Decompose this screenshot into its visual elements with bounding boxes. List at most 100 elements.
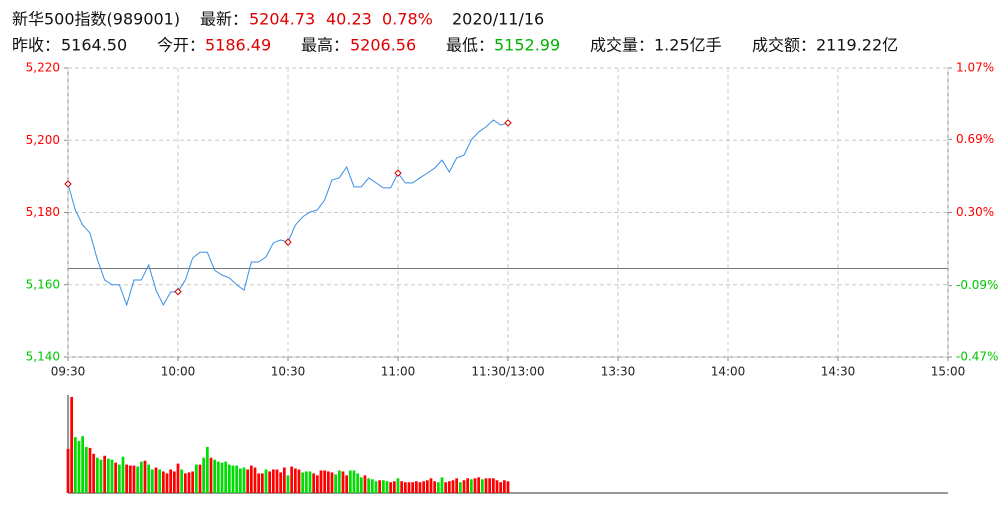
volume-bar	[172, 471, 176, 493]
volume-bar	[257, 473, 261, 493]
volume-bar	[183, 473, 187, 493]
volume-bar	[293, 468, 297, 493]
volume-bar	[73, 437, 77, 493]
marker	[394, 169, 402, 177]
volume-bar	[304, 471, 308, 493]
y-tick-label: 5,140	[26, 350, 60, 364]
volume-bar	[136, 466, 140, 493]
volume-bar	[374, 481, 378, 493]
volume-bar	[495, 480, 499, 493]
volume-bar	[117, 464, 121, 493]
volume-bar	[235, 465, 239, 493]
x-tick-label: 09:30	[51, 365, 86, 379]
volume-bar	[491, 478, 495, 493]
volume-bar	[363, 475, 367, 493]
label: 最新：	[200, 10, 248, 29]
amount: 2119.22亿	[816, 36, 898, 55]
volume-bar	[158, 469, 162, 493]
change-pct: 0.78%	[382, 10, 433, 29]
volume-bar	[139, 461, 143, 493]
y-tick-label: 5,180	[26, 205, 60, 219]
volume-bar	[132, 465, 136, 493]
volume-bar	[337, 470, 341, 493]
volume-bar	[165, 473, 169, 493]
volume-bar	[480, 479, 484, 493]
volume-bar	[279, 472, 283, 493]
volume-bar	[326, 471, 330, 493]
y2-tick-label: 0.69%	[956, 132, 994, 146]
volume-bar	[268, 471, 272, 493]
latest: 5204.73	[249, 10, 315, 29]
volume-bar	[367, 478, 371, 493]
volume-bar	[198, 464, 202, 493]
volume-bar	[224, 461, 228, 493]
x-tick-label: 10:30	[271, 365, 306, 379]
y-tick-label: 5,200	[26, 133, 60, 147]
volume-bar	[466, 478, 470, 493]
volume-bar	[334, 474, 338, 493]
volume-bar	[143, 460, 147, 493]
volume-bar	[114, 462, 118, 493]
y2-tick-label: 0.30%	[956, 205, 994, 219]
change: 40.23	[326, 10, 372, 29]
volume-bar	[231, 465, 235, 493]
volume-bar	[484, 478, 488, 493]
volume-bar	[176, 463, 180, 493]
volume-bar	[161, 471, 165, 493]
volume-bar	[297, 469, 301, 493]
index-name: 新华500指数(989001)	[12, 10, 180, 29]
volume-bar	[301, 472, 305, 493]
volume-bar	[462, 480, 466, 493]
volume-bar	[81, 436, 85, 493]
volume-bar	[473, 478, 477, 493]
volume-bar	[411, 482, 415, 493]
marker	[504, 119, 512, 127]
volume-bar	[396, 478, 400, 493]
x-tick-label: 15:00	[931, 365, 966, 379]
volume-bar	[264, 469, 268, 493]
volume-bar	[488, 478, 492, 493]
high: 5206.56	[350, 36, 416, 55]
volume-bar	[469, 479, 473, 493]
volume-bar	[125, 464, 129, 493]
volume-bar	[308, 471, 312, 493]
volume-bar	[286, 475, 290, 493]
volume-bar	[271, 469, 275, 493]
volume-bar	[275, 469, 279, 493]
header: 新华500指数(989001) 最新： 5204.73 40.23 0.78% …	[12, 10, 898, 55]
volume-bar	[319, 470, 323, 493]
volume-bar	[356, 473, 360, 493]
volume-bar	[103, 455, 107, 493]
volume-bar	[315, 475, 319, 493]
volume-bar	[378, 480, 382, 493]
volume-bar	[282, 467, 286, 493]
volume-bar	[348, 470, 352, 493]
y-tick-label: 5,220	[26, 61, 60, 75]
volume-bar	[330, 472, 334, 493]
volume-bar	[209, 457, 213, 493]
volume-bar	[455, 478, 459, 493]
volume-bar	[187, 472, 191, 493]
volume-bar	[323, 470, 327, 493]
volume-bar	[312, 473, 316, 493]
y2-tick-label: -0.09%	[956, 278, 998, 292]
x-tick-label: 11:00	[381, 365, 416, 379]
volume-bar	[352, 470, 356, 493]
volume-bar	[106, 458, 110, 493]
volume-bar	[506, 481, 510, 493]
volume-bar	[359, 477, 363, 493]
volume-bar	[246, 469, 250, 493]
volume-bar	[345, 475, 349, 493]
volume-bar	[249, 465, 253, 493]
volume-bar	[147, 464, 151, 493]
prev-close: 5164.50	[61, 36, 127, 55]
volume-bar	[84, 446, 88, 493]
label: 今开：	[157, 36, 205, 55]
volume-bar	[220, 462, 224, 493]
volume-bar	[95, 457, 99, 493]
volume-bar	[433, 481, 437, 493]
y2-tick-label: -0.47%	[956, 350, 998, 364]
volume-bar	[99, 459, 103, 493]
volume-bar	[444, 482, 448, 493]
volume-bar	[502, 480, 506, 493]
